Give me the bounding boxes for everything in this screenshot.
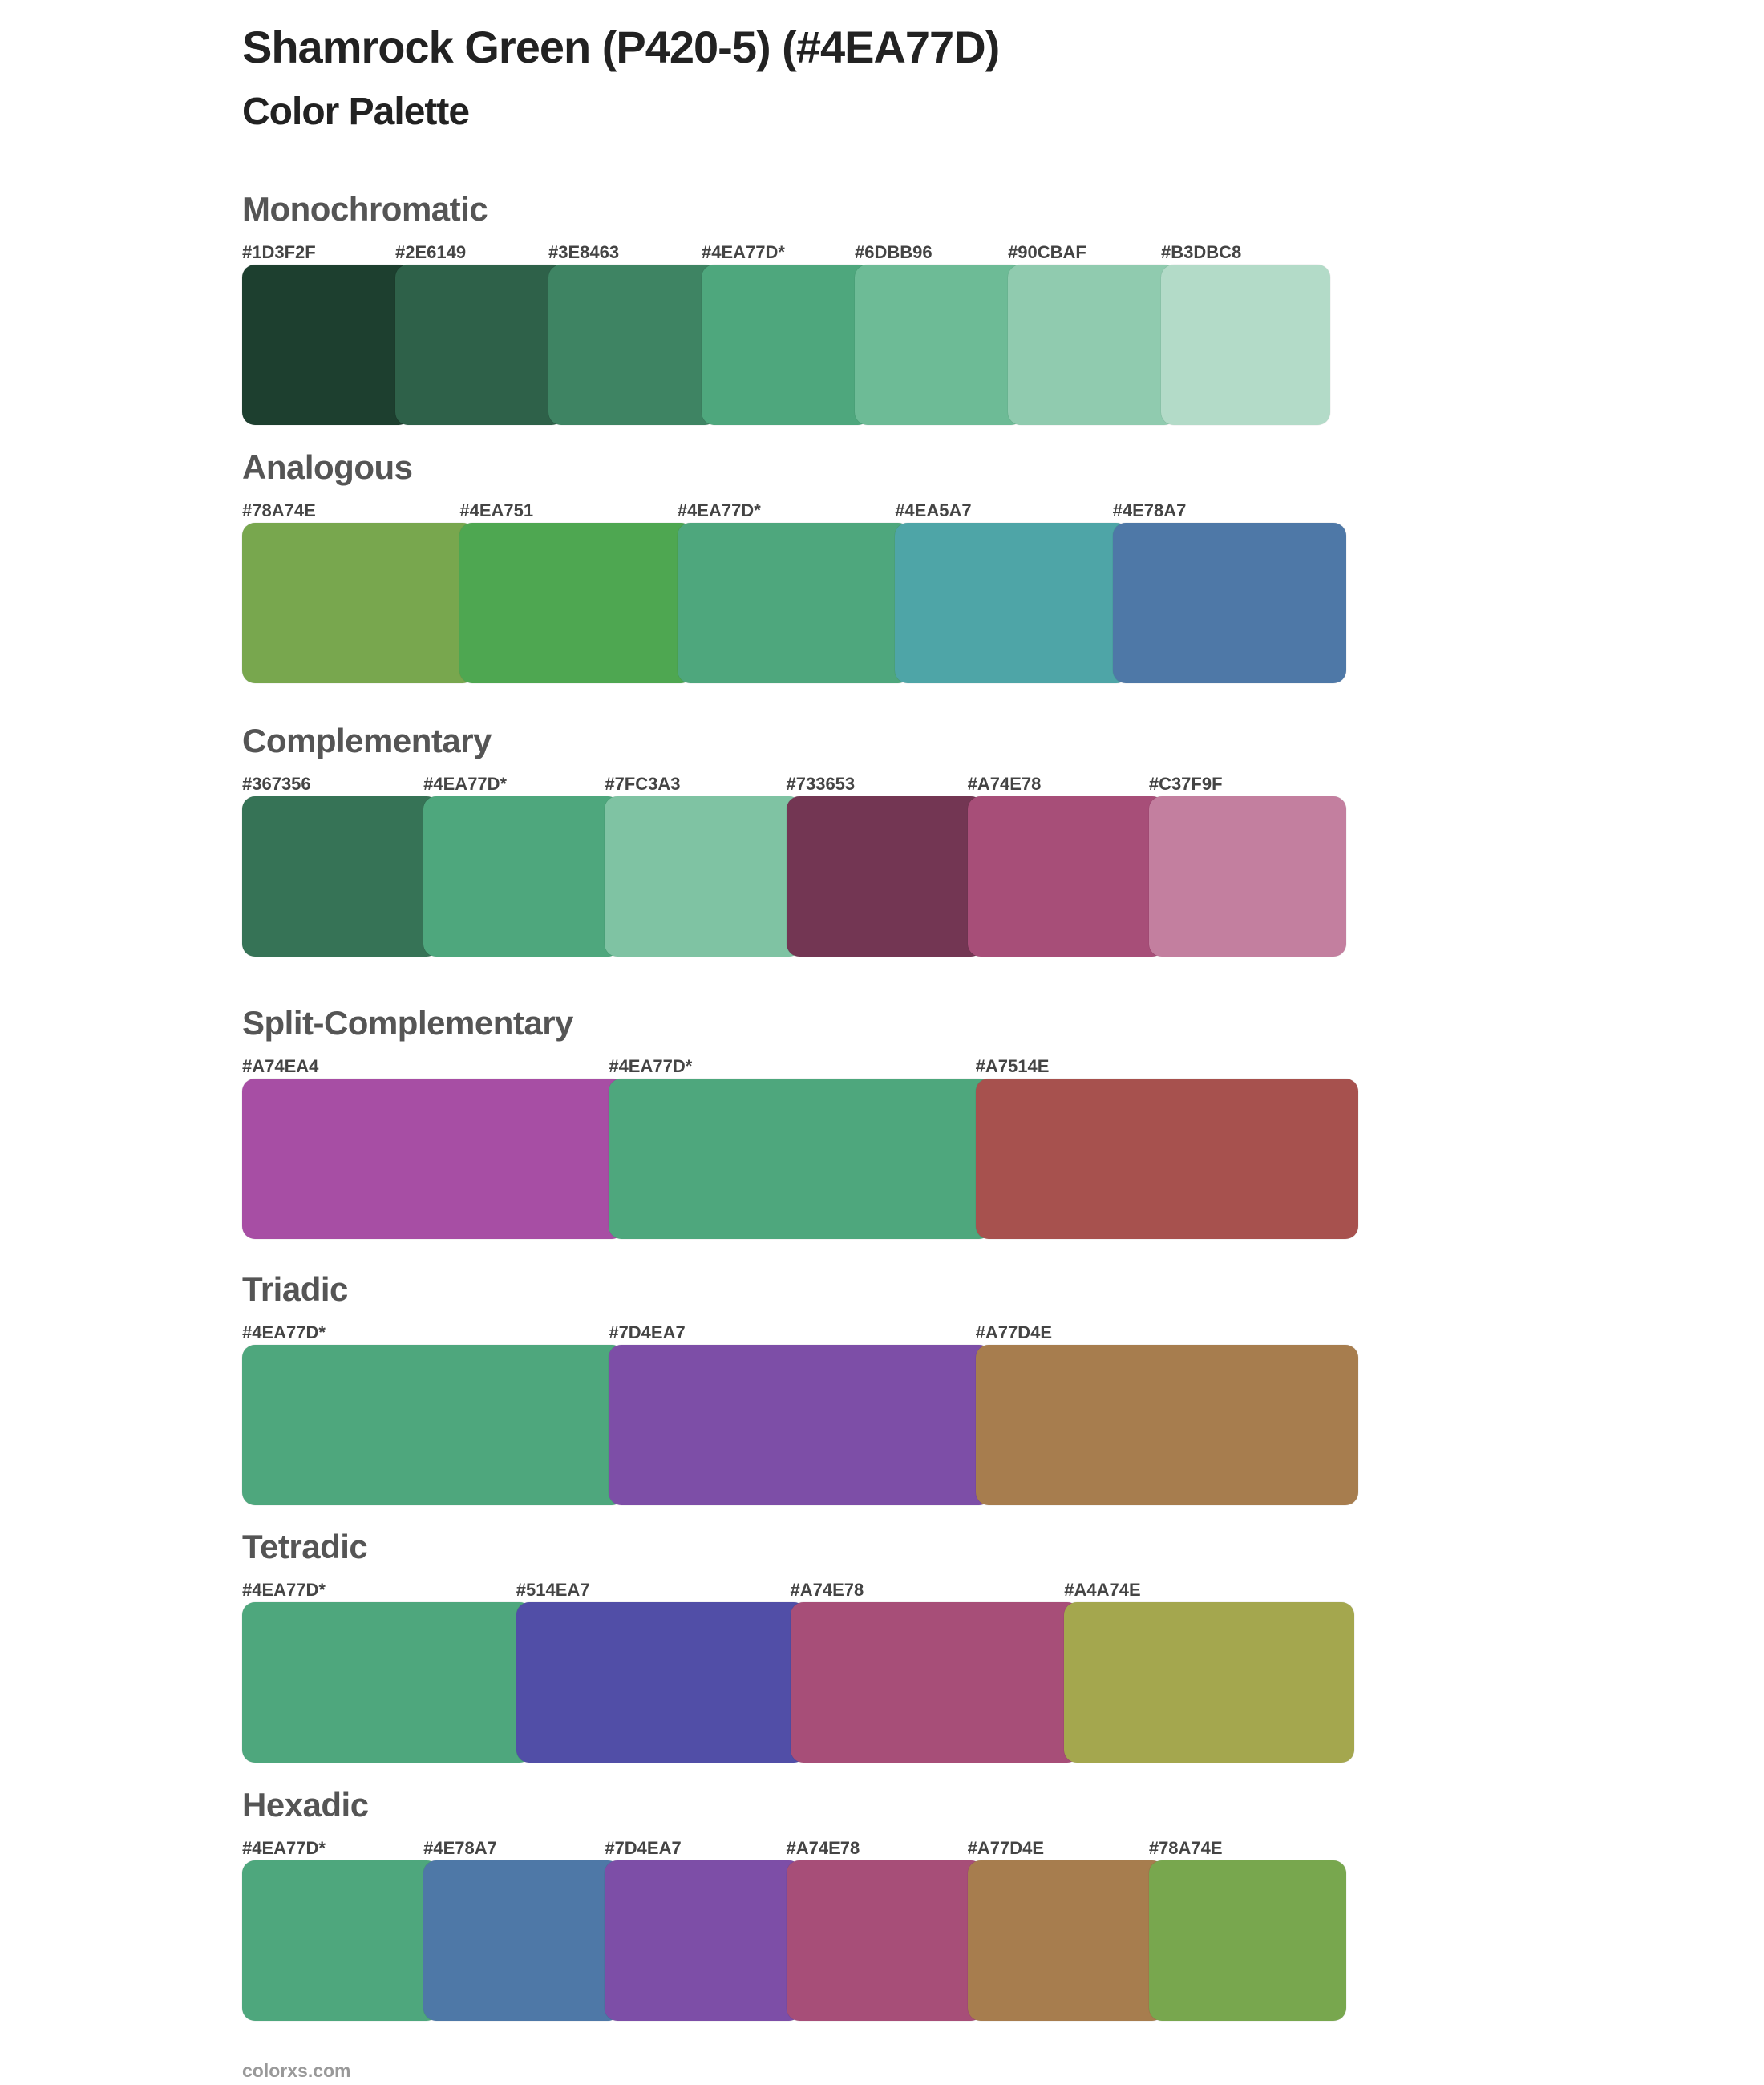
swatch-hex-label: #78A74E <box>242 500 316 520</box>
swatch-hex-label: #C37F9F <box>1148 774 1223 794</box>
swatch-row: #4EA77D* #4E78A7 #7D4EA7 #A74E78 #A77D4E #78A… <box>242 1838 1346 2021</box>
swatch-hex-label: #A77D4E <box>975 1322 1053 1342</box>
color-swatch[interactable] <box>609 1079 992 1239</box>
swatch-hex-label: #90CBAF <box>1008 242 1086 262</box>
swatch-hex-label: #4EA77D* <box>677 500 761 520</box>
color-swatch[interactable] <box>967 796 1165 957</box>
swatch-hex-label: #4EA77D* <box>423 774 508 794</box>
swatch-hex-label: #4EA77D* <box>609 1056 693 1076</box>
color-swatch[interactable] <box>423 1860 621 2021</box>
swatch-row: #78A74E #4EA751 #4EA77D* #4EA5A7 #4E78A7 <box>242 500 1346 683</box>
color-swatch[interactable] <box>242 523 476 683</box>
swatch-hex-label: #2E6149 <box>395 242 467 262</box>
color-swatch[interactable] <box>786 796 984 957</box>
color-swatch[interactable] <box>967 1860 1165 2021</box>
swatch-hex-label: #4EA5A7 <box>895 500 972 520</box>
section-heading: Hexadic <box>242 1786 369 1824</box>
section-heading: Split-Complementary <box>242 1004 573 1042</box>
swatch-hex-label: #7D4EA7 <box>605 1838 682 1858</box>
section-heading: Analogous <box>242 448 413 486</box>
swatch-hex-label: #4EA751 <box>459 500 534 520</box>
color-swatch[interactable] <box>1161 265 1330 425</box>
swatch-hex-label: #A7514E <box>975 1056 1050 1076</box>
color-swatch[interactable] <box>423 796 621 957</box>
swatch-hex-label: #78A74E <box>1148 1838 1223 1858</box>
color-swatch[interactable] <box>1148 796 1346 957</box>
swatch-hex-label: #6DBB96 <box>855 242 933 262</box>
color-swatch[interactable] <box>975 1345 1358 1505</box>
swatch-hex-label: #A74EA4 <box>242 1056 319 1076</box>
color-swatch[interactable] <box>242 1602 532 1763</box>
swatch-hex-label: #733653 <box>786 774 856 794</box>
color-swatch[interactable] <box>975 1079 1358 1239</box>
color-swatch[interactable] <box>605 1860 803 2021</box>
color-swatch[interactable] <box>242 1860 440 2021</box>
color-swatch[interactable] <box>895 523 1129 683</box>
swatch-hex-label: #A4A74E <box>1064 1580 1141 1600</box>
swatch-hex-label: #4EA77D* <box>242 1580 326 1600</box>
swatch-row: #4EA77D* #514EA7 #A74E78 #A4A74E <box>242 1580 1354 1763</box>
swatch-hex-label: #B3DBC8 <box>1161 242 1242 262</box>
swatch-row: #4EA77D* #7D4EA7 #A77D4E <box>242 1322 1358 1505</box>
swatch-row: #367356 #4EA77D* #7FC3A3 #733653 #A74E78 #C37… <box>242 774 1346 957</box>
color-swatch[interactable] <box>242 1345 625 1505</box>
swatch-hex-label: #A74E78 <box>967 774 1042 794</box>
color-swatch[interactable] <box>242 265 411 425</box>
swatch-row: #A74EA4 #4EA77D* #A7514E <box>242 1056 1358 1239</box>
swatch-hex-label: #4E78A7 <box>1112 500 1187 520</box>
color-swatch[interactable] <box>1112 523 1346 683</box>
swatch-hex-label: #4E78A7 <box>423 1838 497 1858</box>
swatch-hex-label: #367356 <box>242 774 311 794</box>
section-heading: Complementary <box>242 722 492 759</box>
color-swatch[interactable] <box>242 796 440 957</box>
color-swatch[interactable] <box>395 265 564 425</box>
swatch-hex-label: #A74E78 <box>786 1838 860 1858</box>
color-swatch[interactable] <box>1008 265 1177 425</box>
color-swatch[interactable] <box>609 1345 992 1505</box>
color-swatch[interactable] <box>702 265 871 425</box>
swatch-row: #1D3F2F #2E6149 #3E8463 #4EA77D* #6DBB96 #90C… <box>242 242 1330 425</box>
color-swatch[interactable] <box>786 1860 984 2021</box>
color-swatch[interactable] <box>242 1079 625 1239</box>
color-swatch[interactable] <box>548 265 718 425</box>
swatch-hex-label: #A77D4E <box>967 1838 1045 1858</box>
color-swatch[interactable] <box>459 523 694 683</box>
swatch-hex-label: #4EA77D* <box>702 242 785 262</box>
swatch-hex-label: #514EA7 <box>516 1580 590 1600</box>
section-heading: Monochromatic <box>242 190 488 228</box>
color-swatch[interactable] <box>1148 1860 1346 2021</box>
page-title: Shamrock Green (P420-5) (#4EA77D) <box>242 22 1000 72</box>
color-swatch[interactable] <box>605 796 803 957</box>
swatch-hex-label: #4EA77D* <box>242 1838 326 1858</box>
page-subtitle: Color Palette <box>242 91 470 133</box>
swatch-hex-label: #1D3F2F <box>242 242 316 262</box>
section-heading: Tetradic <box>242 1528 368 1565</box>
color-swatch[interactable] <box>516 1602 807 1763</box>
swatch-hex-label: #A74E78 <box>790 1580 864 1600</box>
section-heading: Triadic <box>242 1270 348 1308</box>
color-swatch[interactable] <box>855 265 1024 425</box>
color-swatch[interactable] <box>790 1602 1081 1763</box>
color-swatch[interactable] <box>677 523 912 683</box>
swatch-hex-label: #7FC3A3 <box>605 774 681 794</box>
color-swatch[interactable] <box>1064 1602 1354 1763</box>
swatch-hex-label: #7D4EA7 <box>609 1322 686 1342</box>
swatch-hex-label: #4EA77D* <box>242 1322 326 1342</box>
site-footer-link[interactable]: colorxs.com <box>242 2060 351 2081</box>
swatch-hex-label: #3E8463 <box>548 242 620 262</box>
